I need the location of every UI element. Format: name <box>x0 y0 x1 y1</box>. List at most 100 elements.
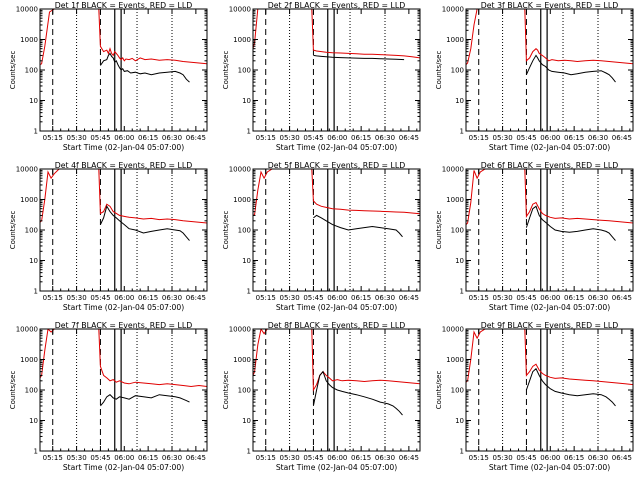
x-axis-label: Start Time (02-Jan-04 05:07:00) <box>276 143 397 152</box>
x-tick-label: 06:00 <box>114 134 134 142</box>
x-tick-label: 05:30 <box>492 454 512 462</box>
y-axis-label: Counts/sec <box>222 371 230 410</box>
x-tick-label: 05:45 <box>90 134 110 142</box>
x-tick-label: 05:30 <box>492 294 512 302</box>
x-axis-label: Start Time (02-Jan-04 05:07:00) <box>489 143 610 152</box>
x-tick-label: 05:30 <box>66 454 86 462</box>
x-tick-label: 06:30 <box>375 134 395 142</box>
detector-panel-5: Det 5f BLACK = Events, RED = LLD 1 10 100 10… <box>222 161 421 312</box>
y-tick-label: 1000 <box>233 36 251 44</box>
y-axis-label: Counts/sec <box>435 371 443 410</box>
panel-title: Det 7f BLACK = Events, RED = LLD <box>55 321 193 330</box>
y-axis-label: Counts/sec <box>9 211 17 250</box>
plot-frame <box>465 168 634 292</box>
detector-panel-1: Det 1f BLACK = Events, RED = LLD 1 10 100 10… <box>9 1 208 152</box>
detector-panel-4: Det 4f BLACK = Events, RED = LLD 1 10 100 10… <box>9 161 208 312</box>
y-axis-label: Counts/sec <box>9 51 17 90</box>
series-line-events <box>100 394 190 407</box>
x-tick-label: 06:00 <box>540 454 560 462</box>
x-tick-label: 06:30 <box>588 134 608 142</box>
x-tick-label: 06:15 <box>564 454 584 462</box>
x-tick-label: 05:45 <box>516 454 536 462</box>
x-tick-label: 06:30 <box>162 294 182 302</box>
plot-frame <box>465 328 634 452</box>
y-tick-label: 1000 <box>233 356 251 364</box>
y-tick-label: 10 <box>242 257 251 265</box>
series-line-lld <box>253 329 420 392</box>
x-tick-label: 06:15 <box>138 134 158 142</box>
x-tick-label: 05:30 <box>279 294 299 302</box>
x-tick-label: 05:15 <box>256 134 276 142</box>
x-tick-label: 05:30 <box>492 134 512 142</box>
y-axis-label: Counts/sec <box>435 51 443 90</box>
panel-title: Det 3f BLACK = Events, RED = LLD <box>481 1 619 10</box>
panel-title: Det 1f BLACK = Events, RED = LLD <box>55 1 193 10</box>
x-axis-label: Start Time (02-Jan-04 05:07:00) <box>276 463 397 472</box>
x-tick-label: 06:00 <box>540 294 560 302</box>
series-line-events <box>99 205 190 241</box>
y-axis-label: Counts/sec <box>9 371 17 410</box>
series-line-lld <box>40 329 207 388</box>
y-tick-label: 10 <box>29 257 38 265</box>
x-tick-label: 05:45 <box>516 134 536 142</box>
y-tick-label: 100 <box>238 227 251 235</box>
y-tick-label: 10 <box>29 417 38 425</box>
x-tick-label: 06:00 <box>327 454 347 462</box>
detector-panel-7: Det 7f BLACK = Events, RED = LLD 1 10 100 10… <box>9 321 208 472</box>
series-line-events <box>525 367 616 407</box>
series-line-lld <box>40 9 207 66</box>
y-tick-label: 10 <box>242 417 251 425</box>
x-tick-label: 06:45 <box>399 134 419 142</box>
x-tick-label: 05:15 <box>469 294 489 302</box>
x-tick-label: 06:30 <box>588 454 608 462</box>
x-tick-label: 05:15 <box>43 294 63 302</box>
y-tick-label: 100 <box>238 67 251 75</box>
series-line-events <box>312 370 403 416</box>
plot-frame <box>39 328 208 452</box>
x-tick-label: 05:45 <box>90 294 110 302</box>
y-tick-label: 10000 <box>229 326 251 334</box>
x-tick-label: 05:15 <box>469 454 489 462</box>
series-line-lld <box>466 169 633 225</box>
detector-panel-6: Det 6f BLACK = Events, RED = LLD 1 10 100 10… <box>435 161 634 312</box>
series-line-lld <box>466 329 633 386</box>
x-axis-label: Start Time (02-Jan-04 05:07:00) <box>63 143 184 152</box>
x-tick-label: 06:45 <box>399 454 419 462</box>
panel-title: Det 4f BLACK = Events, RED = LLD <box>55 161 193 170</box>
y-axis-label: Counts/sec <box>222 211 230 250</box>
y-axis-label: Counts/sec <box>222 51 230 90</box>
x-tick-label: 05:30 <box>279 134 299 142</box>
panel-title: Det 8f BLACK = Events, RED = LLD <box>268 321 406 330</box>
y-tick-label: 10 <box>455 257 464 265</box>
y-tick-label: 10000 <box>16 166 38 174</box>
x-tick-label: 06:45 <box>186 454 206 462</box>
series-line-lld <box>466 9 633 65</box>
y-axis-label: Counts/sec <box>435 211 443 250</box>
x-axis-label: Start Time (02-Jan-04 05:07:00) <box>489 463 610 472</box>
y-tick-label: 100 <box>25 387 38 395</box>
x-tick-label: 05:15 <box>256 294 276 302</box>
x-tick-label: 06:30 <box>375 294 395 302</box>
series-line-lld <box>253 9 420 59</box>
x-axis-label: Start Time (02-Jan-04 05:07:00) <box>276 303 397 312</box>
x-tick-label: 05:15 <box>43 134 63 142</box>
x-axis-label: Start Time (02-Jan-04 05:07:00) <box>63 463 184 472</box>
series-line-events <box>525 205 616 241</box>
x-tick-label: 06:15 <box>564 294 584 302</box>
x-tick-label: 06:00 <box>114 294 134 302</box>
x-tick-label: 05:30 <box>66 294 86 302</box>
y-tick-label: 10000 <box>16 6 38 14</box>
y-tick-label: 1000 <box>446 36 464 44</box>
y-tick-label: 10 <box>29 97 38 105</box>
y-tick-label: 10000 <box>442 166 464 174</box>
y-tick-label: 1000 <box>446 356 464 364</box>
x-tick-label: 06:15 <box>564 134 584 142</box>
series-line-events <box>525 54 616 83</box>
y-tick-label: 100 <box>451 227 464 235</box>
plot-frame <box>39 168 208 292</box>
panel-title: Det 5f BLACK = Events, RED = LLD <box>268 161 406 170</box>
y-tick-label: 100 <box>25 67 38 75</box>
x-tick-label: 05:15 <box>469 134 489 142</box>
detector-panel-3: Det 3f BLACK = Events, RED = LLD 1 10 100 10… <box>435 1 634 152</box>
